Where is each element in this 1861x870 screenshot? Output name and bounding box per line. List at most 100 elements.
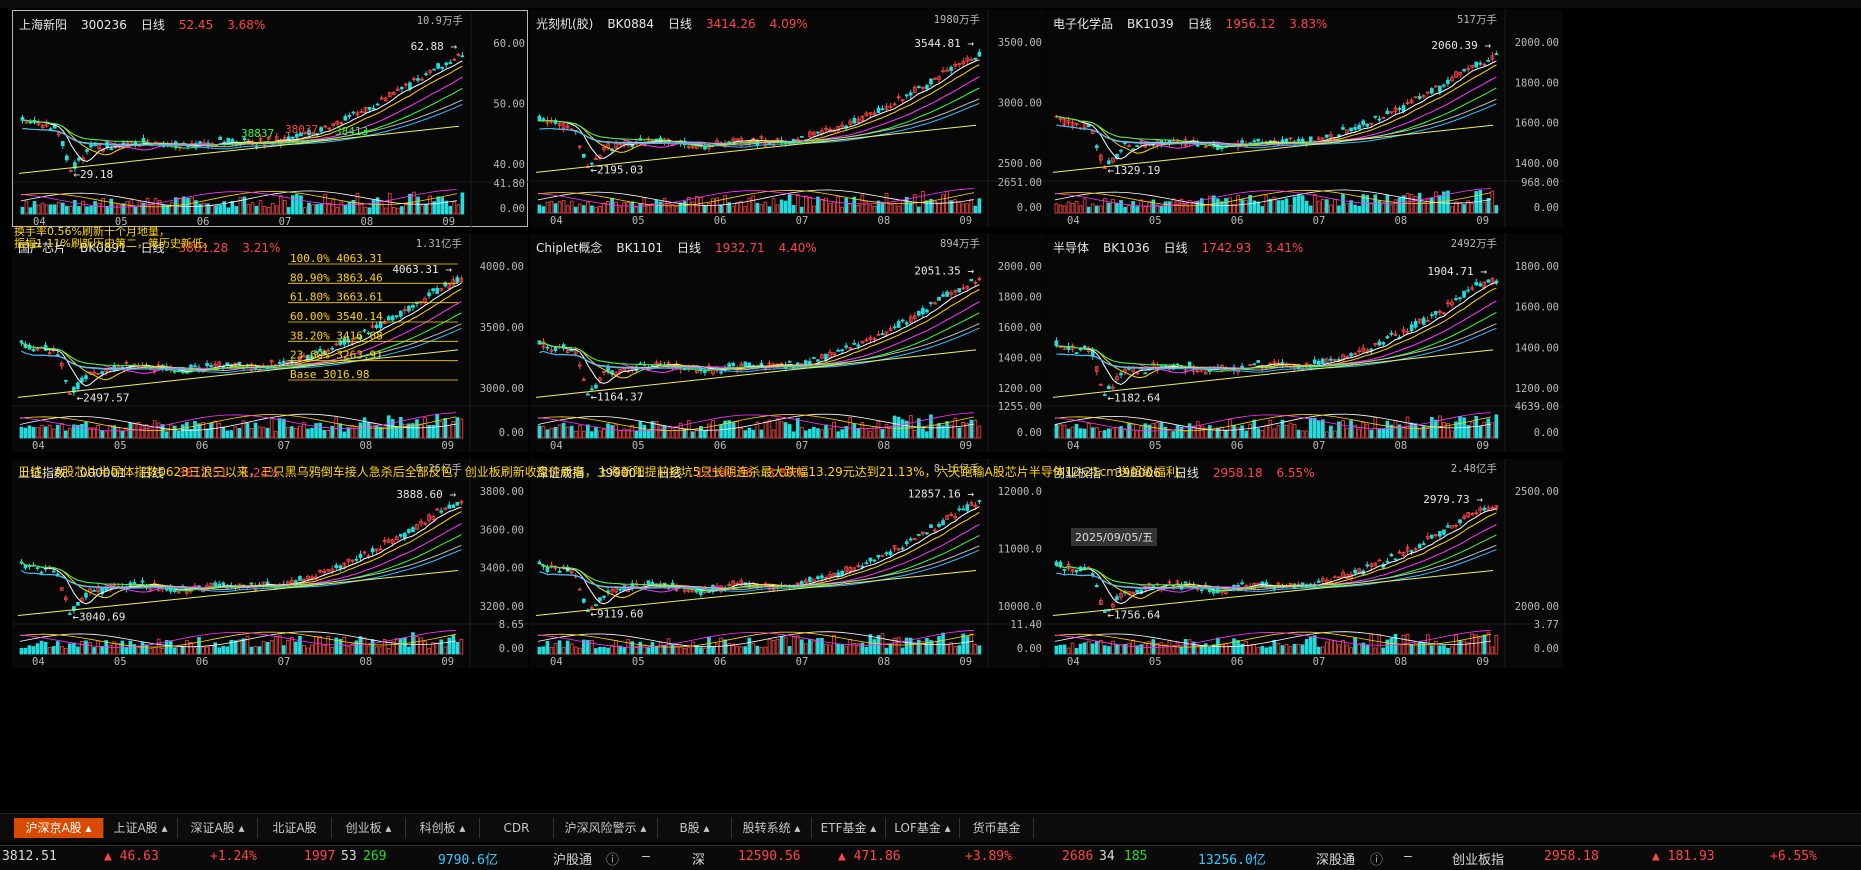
- candle-body: [856, 118, 861, 124]
- period-label: 日线: [139, 466, 164, 480]
- market-tab-9[interactable]: B股 ▴: [658, 818, 732, 838]
- market-tab-12[interactable]: LOF基金 ▴: [886, 818, 960, 838]
- chart-panel-szse-component[interactable]: 深证成指 399001 日线 12590.56 3.89% 12000.0 11000.0…: [530, 459, 1046, 668]
- volume-bar: [1171, 431, 1176, 439]
- candle-body: [602, 371, 606, 373]
- chart-panel-chiplet[interactable]: Chiplet概念 BK1101 日线 1932.71 4.40% 2000.00 180…: [530, 234, 1046, 452]
- volume-bar: [124, 427, 129, 439]
- stock-name: 国产芯片: [18, 241, 67, 255]
- volume-bar: [237, 428, 242, 439]
- volume-average-line: [1054, 631, 1491, 648]
- moving-average-line: [22, 65, 463, 156]
- month-tick-label: 06: [714, 656, 727, 668]
- candle-body: [1466, 68, 1470, 70]
- chart-panel-shanghai-xinyang[interactable]: 上海新阳 300236 日线 52.45 3.68% 60.00 50.00 40.00 41…: [12, 10, 529, 228]
- volume-bar: [1248, 645, 1252, 655]
- sh-connect-label[interactable]: 沪股通: [553, 853, 593, 868]
- market-tab-1[interactable]: 沪深京A股 ▴: [14, 818, 104, 838]
- candle-body: [1393, 107, 1398, 113]
- month-tick-label: 08: [360, 440, 373, 452]
- market-tab-8[interactable]: 沪深风险警示 ▴: [554, 818, 658, 838]
- candle-body: [582, 378, 586, 381]
- chart-panel-domestic-chips[interactable]: 国产芯片 BK0891 日线 3801.28 3.21% 4000.00 3500.00 3…: [12, 234, 528, 452]
- chart-panel-sse-composite[interactable]: 上证指数 000001 日线 3812.51 1.24% 3800.00 3600.00 3…: [12, 459, 528, 668]
- kline-chart[interactable]: 1800.001600.001400.001200.004639.000.000…: [1047, 234, 1563, 452]
- moving-average-line: [539, 524, 980, 593]
- volume-bar: [92, 647, 96, 655]
- candle-body: [362, 329, 367, 332]
- panel-header: Chiplet概念 BK1101 日线 1932.71 4.40%: [536, 239, 831, 256]
- volume-bar: [824, 424, 828, 439]
- moving-average-line: [539, 327, 980, 373]
- volume-bar: [577, 647, 582, 655]
- candle-body: [1111, 603, 1115, 608]
- candle-body: [703, 146, 707, 150]
- market-tab-7[interactable]: CDR: [480, 818, 554, 838]
- volume-bar: [1232, 424, 1236, 439]
- volume-bar: [206, 203, 210, 215]
- volume-bar: [678, 202, 683, 214]
- candle-body: [1494, 505, 1499, 509]
- candle-body: [1119, 372, 1123, 376]
- month-tick-label: 09: [1476, 215, 1489, 227]
- kline-chart[interactable]: 2000.001800.001600.001400.00968.000.0004…: [1047, 10, 1563, 227]
- volume-bar: [1393, 199, 1398, 214]
- chart-panel-electronic-chemicals[interactable]: 电子化学品 BK1039 日线 1956.12 3.83% 2000.00 1800.00…: [1047, 10, 1563, 227]
- market-tab-10[interactable]: 股转系统 ▴: [732, 818, 812, 838]
- volume-bar: [1373, 647, 1378, 655]
- volume-bar: [912, 641, 917, 655]
- volume-bar: [1086, 206, 1091, 214]
- volume-bar: [767, 419, 772, 439]
- volume-bar: [735, 421, 740, 439]
- candle-body: [1389, 332, 1394, 335]
- candle-body: [888, 105, 893, 108]
- volume-bar: [358, 422, 363, 439]
- market-tab-4[interactable]: 北证A股: [258, 818, 332, 838]
- volume-bar: [367, 207, 372, 215]
- volume-bar: [727, 202, 731, 214]
- volume-bar: [904, 420, 909, 439]
- volume-bar: [1078, 428, 1083, 439]
- volume-bar: [370, 639, 375, 655]
- volume-bar: [1288, 204, 1293, 214]
- volume-bar: [739, 646, 744, 655]
- sz-connect-label[interactable]: 深股通: [1316, 853, 1356, 868]
- help-icon[interactable]: ⓘ: [606, 853, 620, 868]
- market-tab-2[interactable]: 上证A股 ▴: [104, 818, 178, 838]
- kline-chart[interactable]: 2000.001800.001600.001400.001200.001255.…: [530, 234, 1046, 452]
- volume-bar: [836, 643, 840, 655]
- candle-body: [342, 562, 347, 569]
- month-tick-label: 08: [361, 216, 374, 228]
- volume-bar: [900, 647, 905, 655]
- market-tab-13[interactable]: 货币基金: [960, 818, 1034, 838]
- chart-panel-chinext[interactable]: 创业板指 399006 日线 2958.18 6.55% 2500.00 2000.00 3…: [1047, 459, 1563, 668]
- candle-body: [213, 582, 217, 587]
- volume-bar: [816, 638, 820, 655]
- volume-bar: [1349, 200, 1353, 214]
- market-tab-3[interactable]: 深证A股 ▴: [178, 818, 258, 838]
- help-icon[interactable]: ⓘ: [1370, 853, 1384, 868]
- chart-panel-lithography[interactable]: 光刻机(胶) BK0884 日线 3414.26 4.09% 3500.00 3000.0…: [530, 10, 1046, 227]
- volume-bar: [1300, 430, 1305, 439]
- candle-body: [330, 568, 335, 573]
- candle-body: [298, 356, 302, 361]
- month-tick-label: 08: [878, 656, 891, 668]
- month-tick-label: 08: [878, 440, 891, 452]
- volume-bar: [338, 423, 343, 439]
- candle-body: [1474, 512, 1479, 515]
- market-tab-5[interactable]: 创业板 ▴: [332, 818, 406, 838]
- market-tab-6[interactable]: 科创板 ▴: [406, 818, 480, 838]
- month-tick-label: 06: [714, 215, 727, 227]
- candle-body: [1316, 580, 1321, 583]
- market-tab-11[interactable]: ETF基金 ▴: [812, 818, 886, 838]
- chart-panel-semiconductor[interactable]: 半导体 BK1036 日线 1742.93 3.41% 1800.00 1600.00 14…: [1047, 234, 1563, 452]
- volume-bar: [194, 200, 198, 215]
- volume-bar: [908, 637, 913, 655]
- volume-bar: [379, 200, 384, 215]
